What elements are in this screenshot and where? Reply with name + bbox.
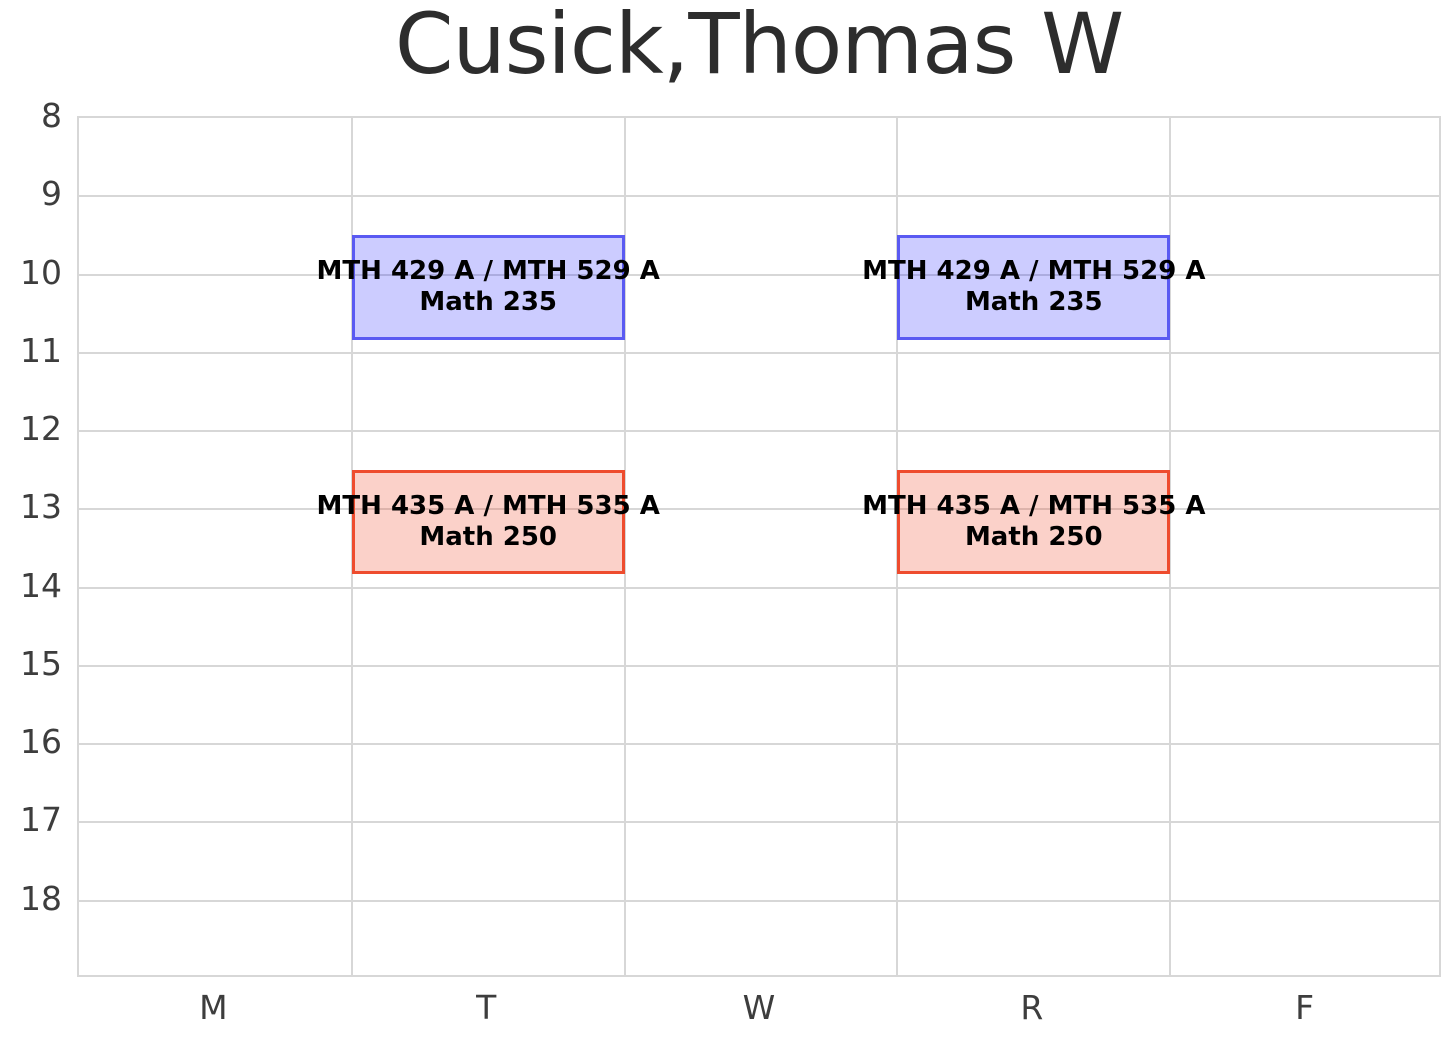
event-course-codes: MTH 435 A / MTH 535 A <box>862 491 1206 522</box>
v-gridline <box>623 118 626 975</box>
y-tick-label: 12 <box>20 408 62 448</box>
h-gridline <box>79 508 1439 511</box>
event-course-codes: MTH 429 A / MTH 529 A <box>862 256 1206 287</box>
h-gridline <box>79 273 1439 276</box>
y-tick-label: 17 <box>20 800 62 840</box>
event-room: Math 235 <box>419 287 558 318</box>
y-tick-label: 18 <box>20 878 62 918</box>
h-gridline <box>79 430 1439 433</box>
event-room: Math 250 <box>964 522 1103 553</box>
h-gridline <box>79 351 1439 354</box>
v-gridline <box>1169 118 1172 975</box>
event-box: MTH 435 A / MTH 535 A Math 250 <box>317 470 660 575</box>
x-tick-label: F <box>1295 988 1315 1027</box>
x-tick-label: W <box>742 988 776 1027</box>
x-tick-label: R <box>1020 988 1044 1027</box>
x-tick-label: T <box>476 988 497 1027</box>
y-tick-label: 10 <box>20 252 62 292</box>
event-room: Math 235 <box>964 287 1103 318</box>
y-tick-label: 9 <box>41 174 62 214</box>
h-gridline <box>79 743 1439 746</box>
event-box: MTH 429 A / MTH 529 A Math 235 <box>862 235 1205 340</box>
y-tick-label: 14 <box>20 565 62 605</box>
x-tick-label: M <box>199 988 228 1027</box>
y-tick-label: 16 <box>20 722 62 762</box>
h-gridline <box>79 899 1439 902</box>
h-gridline <box>79 821 1439 824</box>
event-room: Math 250 <box>419 522 558 553</box>
event-course-codes: MTH 429 A / MTH 529 A <box>316 256 660 287</box>
event-box: MTH 429 A / MTH 529 A Math 235 <box>317 235 660 340</box>
y-tick-label: 13 <box>20 487 62 527</box>
y-tick-label: 15 <box>20 643 62 683</box>
event-course-codes: MTH 435 A / MTH 535 A <box>316 491 660 522</box>
chart-title: Cusick,Thomas W <box>394 0 1124 93</box>
h-gridline <box>79 586 1439 589</box>
event-box: MTH 435 A / MTH 535 A Math 250 <box>862 470 1205 575</box>
y-tick-label: 8 <box>41 95 62 135</box>
h-gridline <box>79 195 1439 198</box>
plot-area: MTH 429 A / MTH 529 A Math 235 MTH 429 A /… <box>77 116 1441 977</box>
y-tick-label: 11 <box>20 330 62 370</box>
h-gridline <box>79 664 1439 667</box>
